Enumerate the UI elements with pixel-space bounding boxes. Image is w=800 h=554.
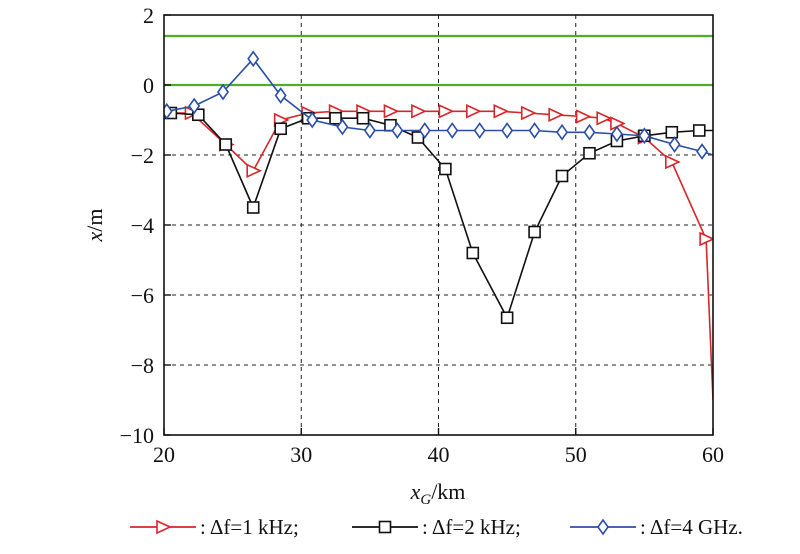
data-point bbox=[383, 103, 400, 119]
data-point bbox=[466, 246, 480, 260]
series-line bbox=[170, 112, 713, 320]
x-tick-label: 60 bbox=[702, 442, 724, 467]
legend-marker bbox=[597, 518, 609, 536]
data-point bbox=[274, 87, 287, 104]
data-point bbox=[306, 111, 319, 129]
x-axis-title-var: x bbox=[410, 479, 421, 504]
data-point bbox=[692, 124, 706, 137]
y-tick-label: −10 bbox=[120, 423, 154, 448]
legend: : Δf=1 kHz; : Δf=2 kHz; : Δf=4 GHz. bbox=[130, 515, 743, 539]
data-point bbox=[329, 111, 342, 125]
data-point bbox=[391, 122, 404, 139]
data-point bbox=[217, 83, 230, 101]
data-point bbox=[493, 103, 510, 119]
data-point bbox=[528, 225, 541, 239]
data-point bbox=[192, 108, 205, 122]
data-point bbox=[528, 122, 541, 139]
data-point bbox=[411, 131, 425, 144]
series-2 bbox=[164, 106, 713, 325]
data-point bbox=[556, 123, 569, 141]
data-point bbox=[520, 105, 537, 121]
y-tick-label: −8 bbox=[131, 353, 154, 378]
y-tick-label: −6 bbox=[131, 283, 154, 308]
data-point bbox=[363, 122, 376, 139]
data-point bbox=[575, 109, 592, 124]
data-point bbox=[555, 169, 569, 183]
series-group bbox=[164, 50, 713, 401]
legend-label: : Δf=1 kHz; bbox=[200, 515, 299, 539]
data-point bbox=[473, 122, 486, 139]
y-axis-title-var: x bbox=[82, 232, 107, 243]
data-point bbox=[665, 125, 679, 139]
data-point bbox=[596, 110, 613, 126]
data-point bbox=[610, 125, 623, 143]
legend-item: : Δf=4 GHz. bbox=[570, 515, 743, 539]
data-point bbox=[548, 107, 565, 123]
data-point bbox=[246, 201, 260, 214]
series-1 bbox=[164, 103, 713, 401]
data-point bbox=[246, 163, 263, 179]
legend-item: : Δf=1 kHz; bbox=[130, 515, 299, 539]
y-axis-title: x/m bbox=[82, 209, 107, 243]
legend-item: : Δf=2 kHz; bbox=[352, 515, 521, 539]
data-point bbox=[438, 103, 455, 119]
data-point bbox=[699, 231, 713, 247]
x-tick-label: 40 bbox=[428, 442, 450, 467]
data-point bbox=[188, 97, 201, 115]
data-point bbox=[418, 122, 431, 139]
data-point bbox=[219, 138, 233, 151]
grid bbox=[164, 15, 713, 435]
axis-ticks: 20 30 40 50 60 −10 −8 −6 −4 −2 0 2 bbox=[120, 3, 724, 467]
data-point bbox=[164, 102, 173, 120]
y-tick-label: −4 bbox=[131, 213, 154, 238]
data-point bbox=[696, 143, 709, 160]
x-axis-title-sub: G bbox=[420, 492, 431, 508]
data-point bbox=[247, 50, 260, 68]
data-point bbox=[665, 154, 681, 170]
x-tick-label: 30 bbox=[290, 442, 312, 467]
legend-label: : Δf=2 kHz; bbox=[422, 515, 521, 539]
reference-lines bbox=[164, 34, 713, 87]
data-point bbox=[439, 162, 452, 176]
y-tick-label: −2 bbox=[131, 143, 154, 168]
y-tick-label: 0 bbox=[143, 73, 154, 98]
series-line bbox=[164, 110, 713, 401]
legend-marker bbox=[156, 519, 172, 535]
data-point bbox=[274, 122, 287, 136]
data-point bbox=[466, 103, 482, 119]
y-tick-label: 2 bbox=[143, 3, 154, 28]
y-axis-title-unit: /m bbox=[82, 209, 107, 232]
data-point bbox=[638, 127, 651, 145]
data-point bbox=[583, 146, 596, 160]
x-axis-title: xG/km bbox=[410, 479, 466, 508]
data-point bbox=[501, 122, 514, 139]
data-point bbox=[336, 118, 349, 136]
series-3 bbox=[164, 50, 713, 160]
x-tick-label: 50 bbox=[565, 442, 587, 467]
legend-marker bbox=[378, 520, 392, 534]
x-axis-title-unit: /km bbox=[431, 479, 465, 504]
x-tick-label: 20 bbox=[153, 442, 175, 467]
data-point bbox=[446, 122, 459, 139]
data-point bbox=[411, 103, 427, 119]
data-point bbox=[583, 123, 596, 141]
data-point bbox=[500, 311, 514, 325]
data-point bbox=[668, 136, 681, 153]
legend-label: : Δf=4 GHz. bbox=[640, 515, 743, 539]
data-point bbox=[356, 111, 370, 125]
